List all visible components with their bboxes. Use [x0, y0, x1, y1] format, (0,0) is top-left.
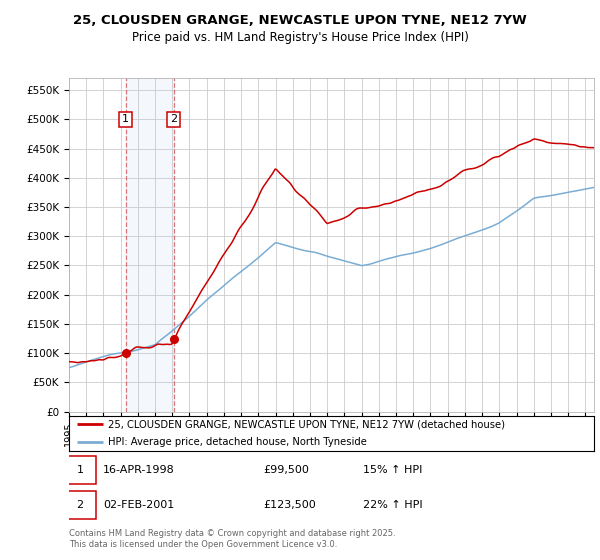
Text: 02-FEB-2001: 02-FEB-2001 — [103, 500, 175, 510]
Text: £123,500: £123,500 — [263, 500, 316, 510]
Text: Price paid vs. HM Land Registry's House Price Index (HPI): Price paid vs. HM Land Registry's House … — [131, 31, 469, 44]
FancyBboxPatch shape — [64, 456, 96, 484]
Text: 25, CLOUSDEN GRANGE, NEWCASTLE UPON TYNE, NE12 7YW: 25, CLOUSDEN GRANGE, NEWCASTLE UPON TYNE… — [73, 14, 527, 27]
Text: 2: 2 — [170, 114, 178, 124]
Text: 15% ↑ HPI: 15% ↑ HPI — [363, 465, 422, 475]
Text: Contains HM Land Registry data © Crown copyright and database right 2025.
This d: Contains HM Land Registry data © Crown c… — [69, 529, 395, 549]
Text: 1: 1 — [122, 114, 129, 124]
Text: HPI: Average price, detached house, North Tyneside: HPI: Average price, detached house, Nort… — [109, 437, 367, 447]
FancyBboxPatch shape — [64, 491, 96, 519]
Text: 1: 1 — [77, 465, 83, 475]
Text: £99,500: £99,500 — [263, 465, 309, 475]
Text: 22% ↑ HPI: 22% ↑ HPI — [363, 500, 422, 510]
Text: 16-APR-1998: 16-APR-1998 — [103, 465, 175, 475]
Text: 2: 2 — [76, 500, 83, 510]
Text: 25, CLOUSDEN GRANGE, NEWCASTLE UPON TYNE, NE12 7YW (detached house): 25, CLOUSDEN GRANGE, NEWCASTLE UPON TYNE… — [109, 419, 505, 430]
Bar — [125, 78, 174, 412]
